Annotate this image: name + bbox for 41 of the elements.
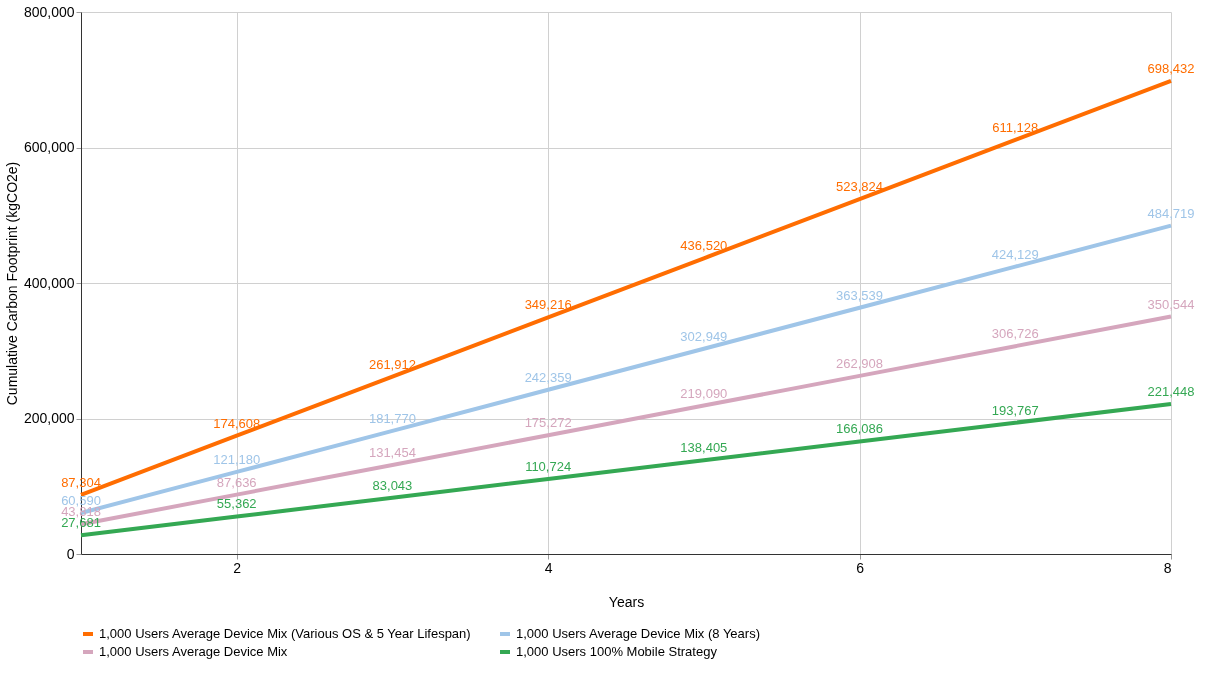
data-label: 193,767 — [991, 402, 1039, 418]
y-tick-label: 800,000 — [23, 3, 75, 20]
data-label: 611,128 — [992, 119, 1039, 135]
y-tick-label: 200,000 — [23, 410, 75, 426]
data-label: 87,636 — [216, 474, 257, 490]
data-label: 138,405 — [680, 440, 728, 456]
data-label: 166,086 — [836, 421, 884, 437]
y-tick-label: 0 — [66, 545, 75, 562]
data-label: 350,544 — [1147, 296, 1195, 312]
y-tick-label: 400,000 — [23, 274, 75, 291]
data-label: 262,908 — [836, 355, 884, 371]
data-label: 242,359 — [524, 369, 572, 385]
data-label: 484,719 — [1147, 205, 1195, 221]
data-label: 306,726 — [991, 326, 1039, 342]
x-tick-label: 2 — [233, 559, 242, 576]
data-label: 363,539 — [836, 287, 884, 303]
data-label: 181,770 — [368, 410, 416, 426]
legend-label: 1,000 Users 100% Mobile Strategy — [516, 644, 718, 659]
data-label: 302,949 — [680, 328, 728, 344]
data-label: 110,724 — [525, 458, 572, 474]
data-label: 349,216 — [524, 297, 572, 313]
legend-label: 1,000 Users Average Device Mix — [99, 644, 288, 659]
data-label: 424,129 — [991, 246, 1039, 262]
data-label: 221,448 — [1147, 383, 1195, 399]
data-label: 83,043 — [372, 477, 413, 493]
y-tick-label: 600,000 — [23, 139, 75, 155]
legend-label: 1,000 Users Average Device Mix (8 Years) — [516, 626, 760, 641]
data-label: 175,272 — [524, 415, 572, 431]
x-tick-label: 8 — [1163, 559, 1172, 576]
data-label: 698,432 — [1147, 60, 1195, 76]
x-tick-label: 6 — [856, 559, 865, 576]
data-label: 523,824 — [836, 179, 884, 195]
data-label: 121,180 — [213, 451, 261, 467]
legend-label: 1,000 Users Average Device Mix (Various OS & 5 Year Lifespan) — [99, 626, 471, 641]
data-label: 219,090 — [680, 385, 728, 401]
data-label: 131,454 — [368, 444, 416, 460]
data-label: 55,362 — [216, 496, 257, 512]
x-axis-title: Years — [608, 593, 645, 610]
data-label: 436,520 — [680, 238, 728, 254]
x-tick-label: 4 — [544, 559, 553, 576]
y-axis-title: Cumulative Carbon Footprint (kgCO2e) — [3, 161, 20, 406]
